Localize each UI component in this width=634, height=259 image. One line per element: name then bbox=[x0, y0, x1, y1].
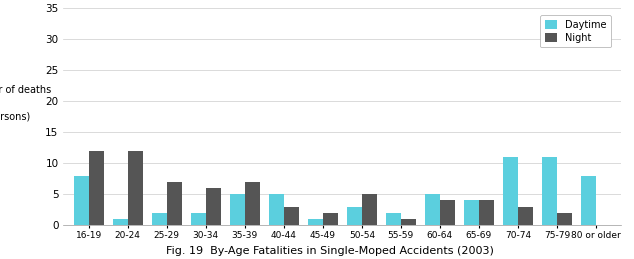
Text: Number of deaths: Number of deaths bbox=[0, 85, 52, 96]
Legend: Daytime, Night: Daytime, Night bbox=[540, 15, 611, 47]
Bar bbox=[230, 194, 245, 225]
Bar bbox=[269, 194, 284, 225]
Bar bbox=[284, 207, 299, 225]
Bar bbox=[347, 207, 362, 225]
Bar bbox=[308, 219, 323, 225]
Bar bbox=[518, 207, 533, 225]
Bar bbox=[440, 200, 455, 225]
Bar bbox=[401, 219, 416, 225]
Bar bbox=[479, 200, 494, 225]
Bar bbox=[557, 213, 572, 225]
Bar bbox=[464, 200, 479, 225]
Bar bbox=[542, 157, 557, 225]
Bar bbox=[191, 213, 206, 225]
Bar bbox=[206, 188, 221, 225]
Bar bbox=[245, 182, 260, 225]
Bar bbox=[113, 219, 128, 225]
Bar bbox=[167, 182, 181, 225]
Bar bbox=[152, 213, 167, 225]
Bar bbox=[581, 176, 596, 225]
Bar bbox=[323, 213, 338, 225]
Bar bbox=[128, 151, 143, 225]
Text: (persons): (persons) bbox=[0, 112, 30, 121]
Bar bbox=[362, 194, 377, 225]
Bar bbox=[386, 213, 401, 225]
Bar bbox=[425, 194, 440, 225]
Bar bbox=[503, 157, 518, 225]
Bar bbox=[89, 151, 103, 225]
Text: Fig. 19  By-Age Fatalities in Single-Moped Accidents (2003): Fig. 19 By-Age Fatalities in Single-Mope… bbox=[165, 246, 494, 256]
Bar bbox=[74, 176, 89, 225]
